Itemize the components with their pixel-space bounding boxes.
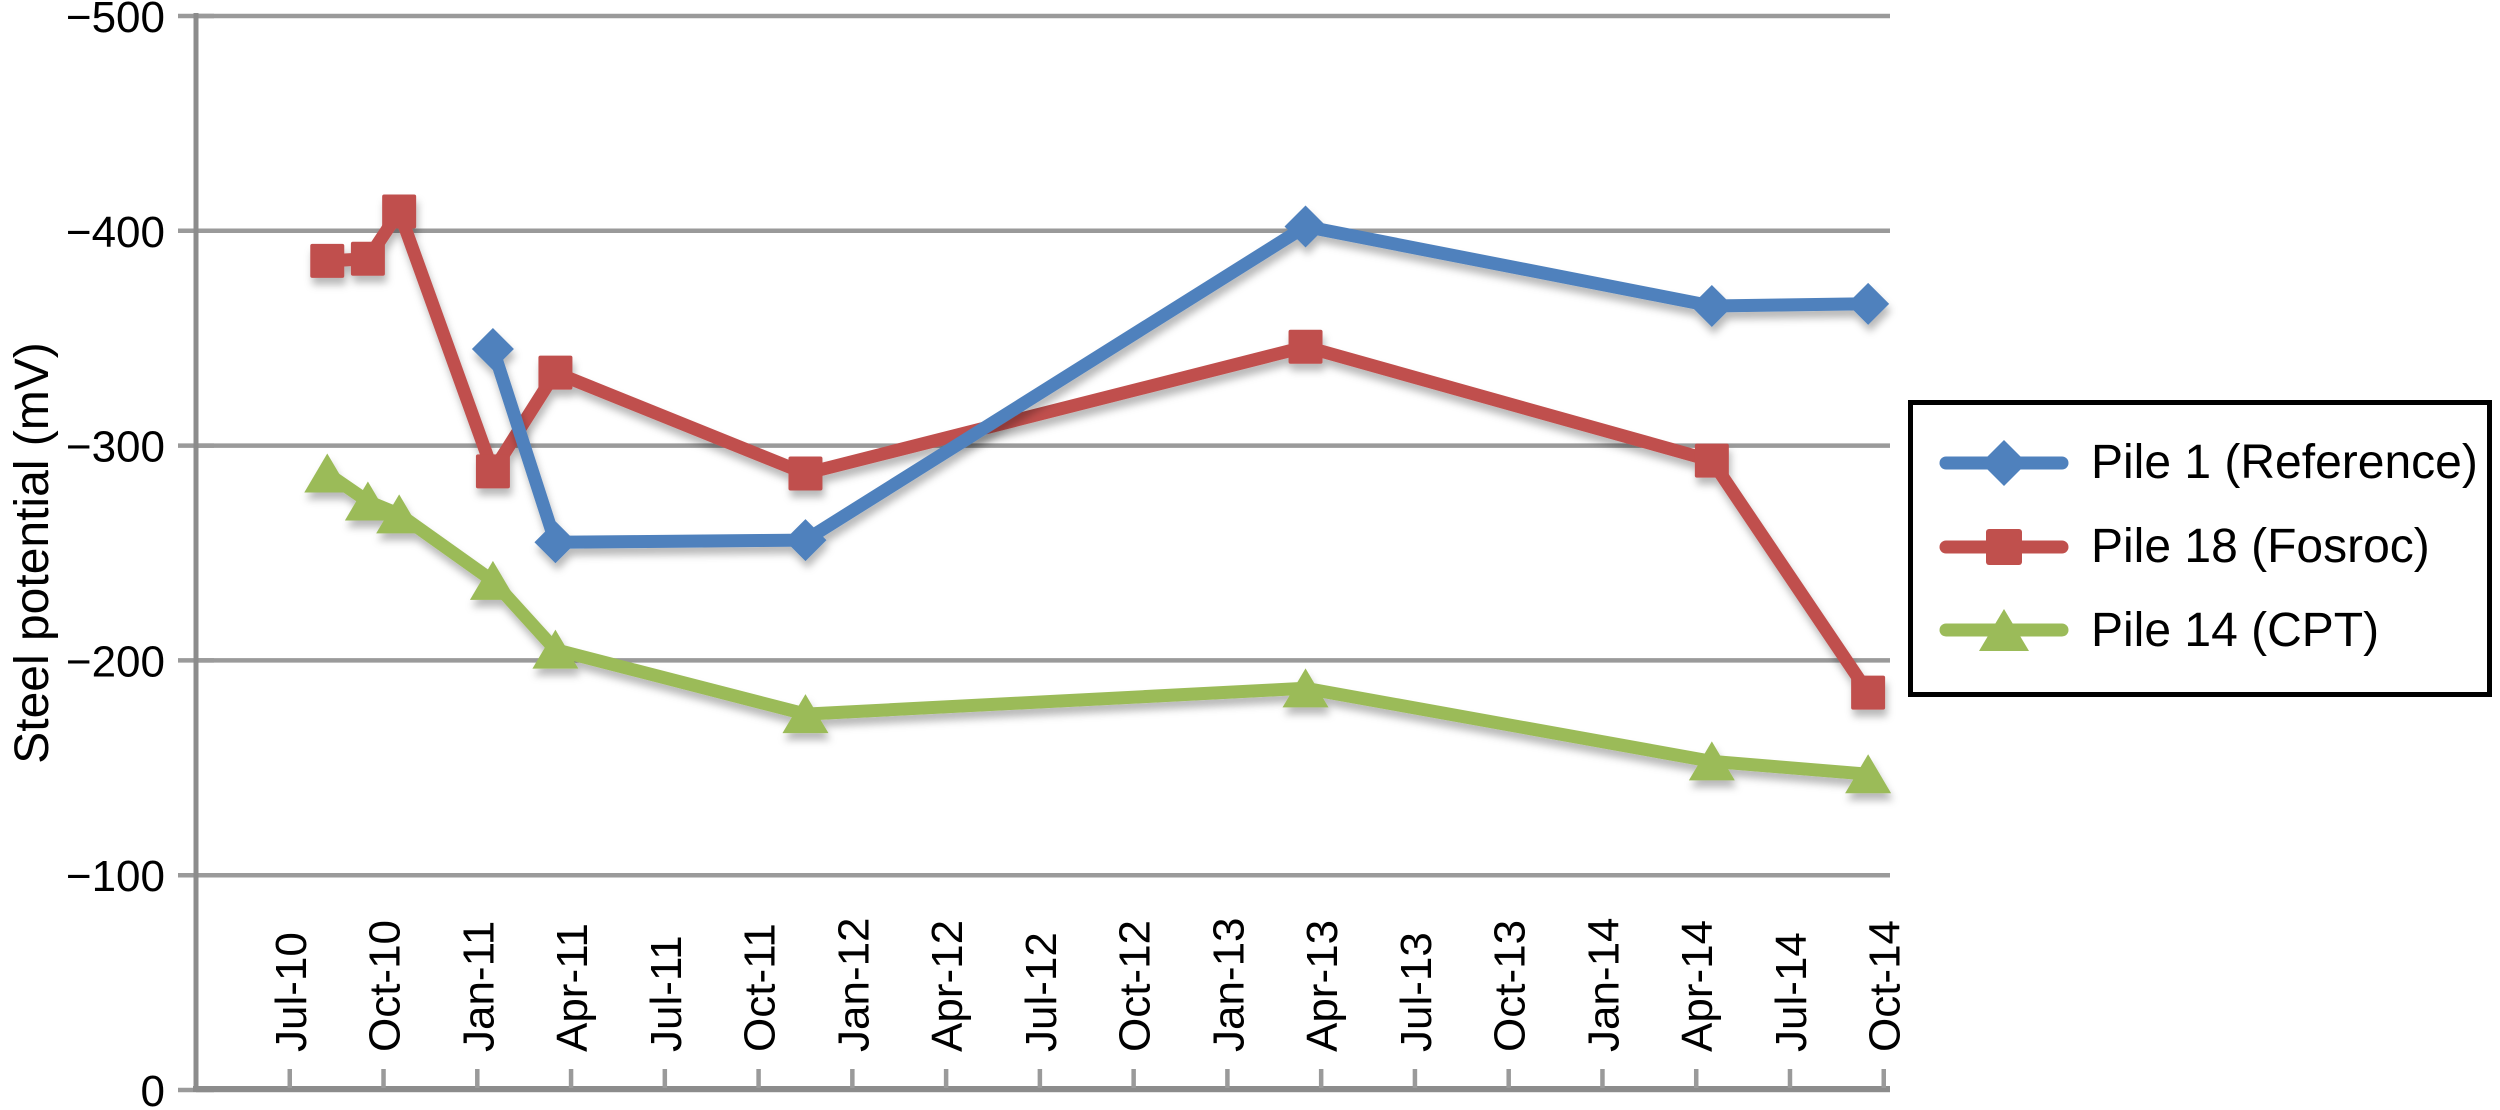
legend-label-pile-18: Pile 18 (Fosroc) (2091, 520, 2430, 573)
x-tick-label: Oct-12 (1111, 920, 1160, 1052)
x-tick-label: Jan-11 (454, 921, 503, 1052)
legend-item-pile-1: Pile 1 (Reference) (1939, 421, 2478, 505)
y-tick-label: −100 (66, 852, 165, 901)
data-point-marker (382, 194, 417, 229)
series-line (486, 220, 1875, 549)
data-point-marker (1845, 754, 1892, 794)
data-point-marker (469, 560, 516, 600)
legend-item-pile-14: Pile 14 (CPT) (1939, 588, 2477, 672)
data-point-marker (1282, 668, 1329, 708)
series-triangle (304, 453, 1892, 794)
x-tick-label: Jan-12 (829, 917, 878, 1052)
x-tick-label: Apr-11 (548, 923, 597, 1052)
data-point-marker (1288, 329, 1323, 364)
x-tick-label: Jul-11 (642, 935, 691, 1052)
y-axis-title: Steel potential (mV) (6, 342, 59, 764)
x-tick-label: Apr-12 (923, 920, 972, 1052)
data-point-marker (1688, 741, 1735, 781)
data-point-marker (310, 243, 345, 278)
x-tick-label: Oct-13 (1486, 920, 1535, 1052)
x-tick-label: Oct-10 (361, 920, 410, 1052)
data-point-marker (344, 481, 391, 521)
data-point-marker (376, 494, 423, 534)
legend-label-pile-1: Pile 1 (Reference) (2091, 436, 2478, 490)
axis-labels: −500 −400 −300 −200 −100 0 Jul-10 Oct-10 Jan-11 A… (66, 0, 1910, 1110)
x-tick-label: Jul-13 (1392, 932, 1441, 1052)
x-tick-label: Jul-10 (267, 932, 316, 1052)
data-point-marker (782, 694, 829, 734)
data-point-marker (532, 629, 579, 669)
data-point-marker (1694, 443, 1729, 478)
series-diamond (471, 205, 1890, 564)
pile-14-line-triangle-icon (1939, 609, 2069, 652)
data-point-marker (538, 355, 573, 390)
data-point-marker (475, 454, 510, 489)
data-point-marker (534, 521, 577, 564)
legend: Pile 1 (Reference) Pile 18 (Fosroc) Pile… (1908, 400, 2492, 697)
data-point-marker (471, 327, 514, 370)
y-tick-label: −500 (66, 0, 165, 42)
data-point-marker (1847, 282, 1890, 325)
legend-item-pile-18: Pile 18 (Fosroc) (1939, 505, 2477, 589)
series-square (310, 194, 1886, 710)
x-tick-label: Jan-13 (1204, 917, 1253, 1052)
x-tick-label: Jul-12 (1017, 932, 1066, 1052)
pile-18-line-square-icon (1939, 528, 2069, 565)
data-point-marker (1851, 675, 1886, 710)
x-tick-label: Apr-13 (1298, 920, 1347, 1052)
x-tick-label: Oct-11 (736, 923, 785, 1052)
data-point-marker (350, 241, 385, 276)
data-point-marker (1284, 205, 1327, 248)
data-point-marker (788, 456, 823, 491)
data-point-marker (784, 519, 827, 562)
x-tick-label: Oct-14 (1861, 920, 1910, 1052)
y-tick-label: −300 (66, 423, 165, 472)
pile-1-line-diamond-icon (1939, 439, 2069, 486)
y-tick-label: −400 (66, 208, 165, 257)
y-tick-label: 0 (141, 1067, 165, 1110)
x-tick-label: Apr-14 (1673, 920, 1722, 1052)
data-point-marker (1690, 284, 1733, 327)
data-series (304, 194, 1892, 794)
y-tick-label: −200 (66, 637, 165, 686)
data-point-marker (304, 453, 351, 493)
axes (178, 13, 1890, 1093)
series-line (320, 467, 1875, 781)
series-line (320, 205, 1875, 700)
x-tick-label: Jan-14 (1579, 917, 1628, 1052)
legend-label-pile-14: Pile 14 (CPT) (2091, 603, 2380, 657)
x-tick-label: Jul-14 (1767, 932, 1816, 1052)
